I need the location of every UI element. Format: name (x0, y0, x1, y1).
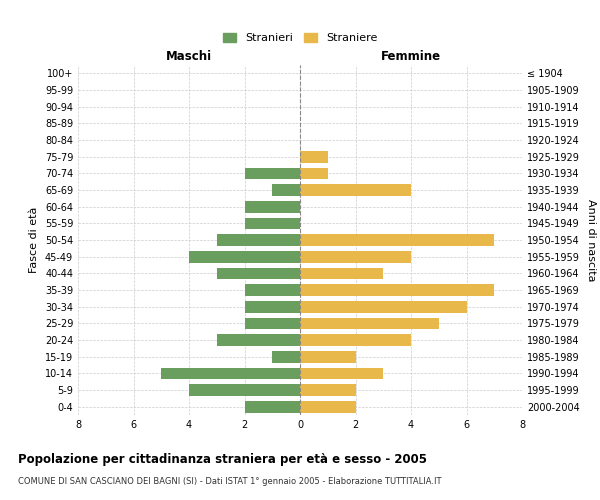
Bar (300, 284, 494, 296)
Bar (272, 351, 300, 362)
Bar (300, 351, 355, 362)
Bar (217, 334, 300, 346)
Legend: Stranieri, Straniere: Stranieri, Straniere (218, 28, 382, 48)
Text: Popolazione per cittadinanza straniera per età e sesso - 2005: Popolazione per cittadinanza straniera p… (18, 452, 427, 466)
Bar (300, 401, 355, 412)
Text: Maschi: Maschi (166, 50, 212, 62)
Bar (300, 318, 439, 329)
Bar (245, 318, 300, 329)
Bar (245, 218, 300, 229)
Bar (189, 384, 300, 396)
Bar (245, 201, 300, 212)
Text: Femmine: Femmine (381, 50, 441, 62)
Bar (300, 368, 383, 379)
Bar (245, 284, 300, 296)
Bar (300, 384, 355, 396)
Y-axis label: Anni di nascita: Anni di nascita (586, 198, 596, 281)
Bar (245, 168, 300, 179)
Bar (300, 251, 411, 262)
Bar (300, 234, 494, 246)
Bar (245, 401, 300, 412)
Bar (245, 301, 300, 312)
Bar (300, 184, 411, 196)
Bar (272, 184, 300, 196)
Bar (217, 234, 300, 246)
Bar (189, 251, 300, 262)
Bar (300, 301, 467, 312)
Bar (300, 168, 328, 179)
Bar (300, 268, 383, 279)
Y-axis label: Fasce di età: Fasce di età (29, 207, 39, 273)
Bar (300, 151, 328, 162)
Bar (217, 268, 300, 279)
Text: COMUNE DI SAN CASCIANO DEI BAGNI (SI) - Dati ISTAT 1° gennaio 2005 - Elaborazion: COMUNE DI SAN CASCIANO DEI BAGNI (SI) - … (18, 478, 442, 486)
Bar (300, 334, 411, 346)
Bar (161, 368, 300, 379)
